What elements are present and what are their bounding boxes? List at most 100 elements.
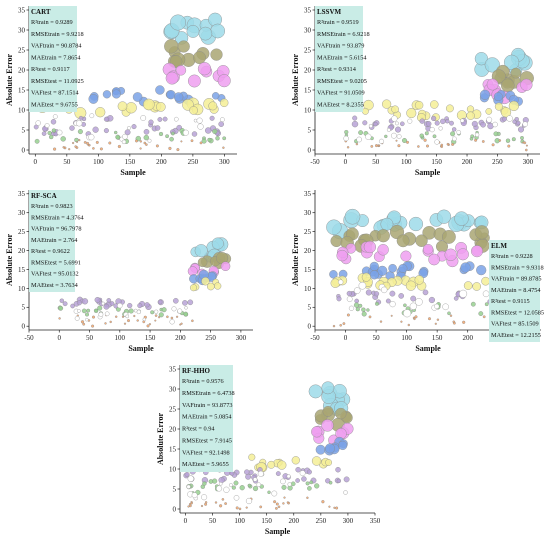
bubbles-rf-hho — [183, 381, 354, 511]
data-point — [361, 107, 369, 115]
chart-title: ELM — [491, 242, 507, 250]
stat-line: RMSEtrain = 9.9218 — [31, 31, 84, 38]
data-point — [51, 128, 57, 133]
x-tick-label: 250 — [316, 517, 327, 525]
data-point — [259, 505, 263, 509]
x-tick-label: 50 — [373, 334, 381, 342]
data-point — [366, 308, 370, 312]
x-tick-label: 300 — [343, 517, 354, 525]
data-point — [500, 107, 512, 118]
data-point — [161, 307, 167, 313]
data-point — [133, 314, 136, 318]
data-point — [148, 119, 154, 125]
x-tick-label: 300 — [523, 158, 534, 166]
data-point — [142, 98, 155, 111]
data-point — [214, 501, 218, 504]
data-point — [176, 315, 179, 318]
data-point — [106, 298, 112, 303]
data-point — [486, 78, 499, 91]
data-point — [362, 120, 368, 126]
x-axis-label: Sample — [415, 168, 441, 177]
data-point — [287, 482, 292, 487]
data-point — [407, 323, 410, 327]
data-point — [191, 492, 198, 499]
data-point — [480, 121, 486, 128]
data-point — [101, 301, 105, 306]
data-point — [76, 120, 83, 127]
data-point — [505, 138, 511, 143]
data-point — [228, 483, 233, 487]
data-point — [154, 319, 157, 322]
data-point — [381, 286, 388, 294]
data-point — [104, 311, 110, 317]
data-point — [183, 311, 189, 317]
stat-line: RMSEtrain = 9.9318 — [491, 264, 544, 271]
data-point — [426, 121, 432, 127]
chart-title: LSSVM — [317, 8, 342, 16]
data-point — [308, 384, 323, 399]
data-point — [328, 505, 331, 508]
data-point — [196, 117, 203, 124]
data-point — [353, 302, 360, 308]
data-point — [355, 142, 359, 146]
data-point — [62, 301, 68, 307]
data-point — [207, 137, 212, 142]
data-point — [277, 460, 287, 470]
y-axis-label: Absolute Error — [291, 234, 300, 287]
x-tick-label: 0 — [344, 158, 348, 166]
data-point — [271, 490, 278, 497]
data-point — [428, 317, 432, 321]
x-tick-label: 0 — [184, 517, 188, 525]
y-tick-label: 35 — [169, 365, 177, 373]
data-point — [494, 102, 503, 111]
data-point — [434, 322, 437, 325]
stat-line: R²train = 0.9823 — [31, 203, 73, 210]
data-point — [454, 211, 469, 226]
data-point — [210, 48, 223, 61]
data-point — [218, 121, 224, 127]
data-point — [306, 496, 309, 499]
data-point — [52, 147, 57, 151]
data-point — [306, 469, 312, 475]
chart-title: RF-SCA — [31, 192, 57, 200]
data-point — [482, 315, 486, 319]
data-point — [139, 140, 143, 143]
y-tick-label: 0 — [308, 146, 312, 154]
x-tick-label: 100 — [234, 517, 245, 525]
data-point — [92, 126, 99, 133]
data-point — [395, 126, 402, 133]
data-point — [218, 477, 225, 484]
data-point — [238, 507, 242, 511]
data-point — [415, 298, 423, 306]
x-tick-label: 50 — [63, 158, 71, 166]
stats-box — [180, 365, 233, 472]
data-point — [201, 138, 207, 144]
data-point — [466, 111, 475, 120]
data-point — [121, 139, 127, 145]
data-point — [471, 120, 478, 127]
data-point — [122, 133, 128, 140]
data-point — [245, 473, 252, 480]
data-point — [209, 115, 215, 121]
x-tick-label: 200 — [462, 334, 473, 342]
data-point — [86, 308, 91, 313]
data-point — [342, 322, 346, 325]
data-point — [390, 314, 393, 317]
data-point — [450, 131, 456, 137]
data-point — [35, 120, 41, 126]
data-point — [391, 115, 398, 122]
y-tick-label: 10 — [304, 285, 312, 293]
data-point — [177, 308, 183, 314]
stat-line: MAEtrain = 5.0854 — [182, 414, 232, 421]
data-point — [97, 305, 103, 311]
data-point — [280, 478, 286, 485]
y-tick-label: 10 — [18, 106, 26, 114]
data-point — [104, 322, 107, 325]
data-point — [369, 270, 380, 280]
data-point — [478, 311, 484, 316]
data-point — [187, 475, 195, 482]
x-tick-label: 250 — [188, 158, 199, 166]
data-point — [451, 142, 455, 146]
data-point — [274, 506, 278, 510]
